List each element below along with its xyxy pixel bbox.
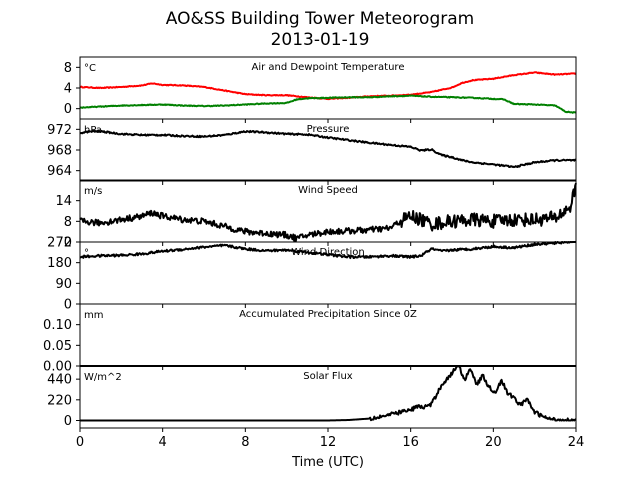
y-tick-label: 180 [47,256,72,271]
panel-1: 0 4 8 °C Air and Dewpoint Temperature [64,56,577,123]
panel-unit: W/m^2 [84,372,122,383]
x-tick-label: 4 [159,435,167,450]
y-tick-label: 14 [55,194,72,209]
panel-unit: ° [84,248,89,259]
x-tick-label: 20 [485,435,502,450]
panel-title: Wind Direction [291,247,365,258]
x-tick-label: 0 [76,435,84,450]
y-tick-label: 0.05 [43,339,72,354]
panel-2: 964 968 972 hPa Pressure [47,118,577,185]
x-tick-label: 24 [568,435,585,450]
panel-unit: hPa [84,125,102,136]
panel-unit: m/s [84,186,102,197]
x-tick-label: 8 [241,435,249,450]
x-axis-label: Time (UTC) [291,455,364,470]
panel-unit: °C [84,63,96,74]
series-line-1 [79,241,577,260]
y-tick-label: 8 [64,61,72,76]
panel-title: Pressure [307,124,350,135]
panel-title: Wind Speed [298,185,358,196]
y-tick-label: 968 [47,144,72,159]
y-tick-label: 8 [64,215,72,230]
y-tick-label: 440 [47,373,72,388]
y-tick-label: 0.00 [43,360,72,375]
y-tick-label: 0 [64,298,72,313]
y-tick-label: 964 [47,164,72,179]
panel-3: 2 8 14 m/s Wind Speed [55,179,577,251]
y-tick-label: 0 [64,414,72,429]
series-line-1 [79,71,577,101]
y-tick-label: 270 [47,236,72,251]
x-tick-label: 16 [402,435,419,450]
x-axis: 0 4 8 12 16 20 24 [76,435,584,450]
panel-title: Accumulated Precipitation Since 0Z [239,309,417,320]
panel-6: 0 220 440 W/m^2 Solar Flux [47,365,577,432]
x-tick-label: 12 [320,435,337,450]
y-tick-label: 0 [64,102,72,117]
y-tick-label: 0.10 [43,318,72,333]
panel-title: Air and Dewpoint Temperature [252,62,405,73]
figure-subtitle-date: 2013-01-19 [271,30,370,50]
y-tick-label: 220 [47,393,72,408]
panel-unit: mm [84,310,103,321]
panels-group: 048 °C Air and Dewpoint Temperature9649689… [43,56,577,432]
series-line-2 [79,94,577,114]
y-tick-label: 2 [64,236,72,251]
series-line-1 [79,365,577,422]
panel-5: 0.00 0.05 0.10 mm Accumulated Precipitation … [43,303,577,375]
y-tick-label: 90 [55,277,72,292]
y-tick-label: 4 [64,82,72,97]
series-line-1 [79,129,577,169]
panel-title: Solar Flux [303,371,353,382]
figure-title: AO&SS Building Tower Meteorogram [166,9,474,29]
y-tick-label: 972 [47,123,72,138]
series-line-1 [79,182,577,243]
panel-4: 0 90 180 270 ° Wind Direction [47,236,577,313]
